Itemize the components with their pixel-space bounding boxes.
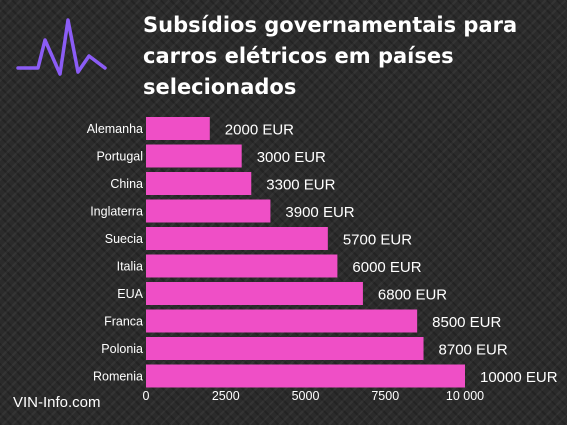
category-label-eua: EUA	[117, 287, 143, 301]
x-tick-label-3: 7500	[371, 389, 399, 403]
value-label-alemanha: 2000 EUR	[225, 122, 294, 139]
category-label-alemanha: Alemanha	[87, 122, 143, 136]
category-label-romenia: Romenia	[93, 370, 143, 384]
category-label-inglaterra: Inglaterra	[90, 205, 143, 219]
bar-suecia	[146, 227, 328, 250]
bar-inglaterra	[146, 199, 271, 223]
category-label-italia: Italia	[117, 260, 143, 274]
value-label-portugal: 3000 EUR	[257, 149, 326, 166]
x-tick-label-0: 0	[143, 389, 150, 403]
value-label-italia: 6000 EUR	[352, 259, 421, 276]
x-tick-label-1: 2500	[212, 389, 240, 403]
bar-polonia	[146, 337, 424, 360]
source-label: VIN-Info.com	[13, 394, 101, 411]
chart-title: Subsídios governamentais para carros elé…	[143, 13, 518, 99]
category-label-suecia: Suecia	[105, 232, 143, 246]
bar-alemanha	[146, 117, 210, 140]
value-label-franca: 8500 EUR	[432, 314, 501, 331]
bar-china	[146, 172, 252, 195]
value-label-polonia: 8700 EUR	[439, 342, 508, 359]
value-label-china: 3300 EUR	[266, 177, 335, 194]
value-label-suecia: 5700 EUR	[343, 232, 412, 249]
bar-franca	[146, 309, 418, 333]
x-tick-label-4: 10 000	[446, 389, 484, 403]
category-label-portugal: Portugal	[96, 150, 143, 164]
x-tick-label-2: 5000	[292, 389, 320, 403]
value-label-eua: 6800 EUR	[378, 287, 447, 304]
bar-romenia	[146, 364, 465, 388]
bar-portugal	[146, 144, 242, 168]
bar-italia	[146, 254, 338, 278]
category-label-polonia: Polonia	[101, 342, 143, 356]
value-label-inglaterra: 3900 EUR	[285, 204, 354, 221]
bar-eua	[146, 282, 363, 305]
category-label-franca: Franca	[104, 315, 143, 329]
value-label-romenia: 10000 EUR	[480, 369, 558, 386]
pulse-line-icon	[16, 18, 107, 76]
category-label-china: China	[110, 177, 143, 191]
